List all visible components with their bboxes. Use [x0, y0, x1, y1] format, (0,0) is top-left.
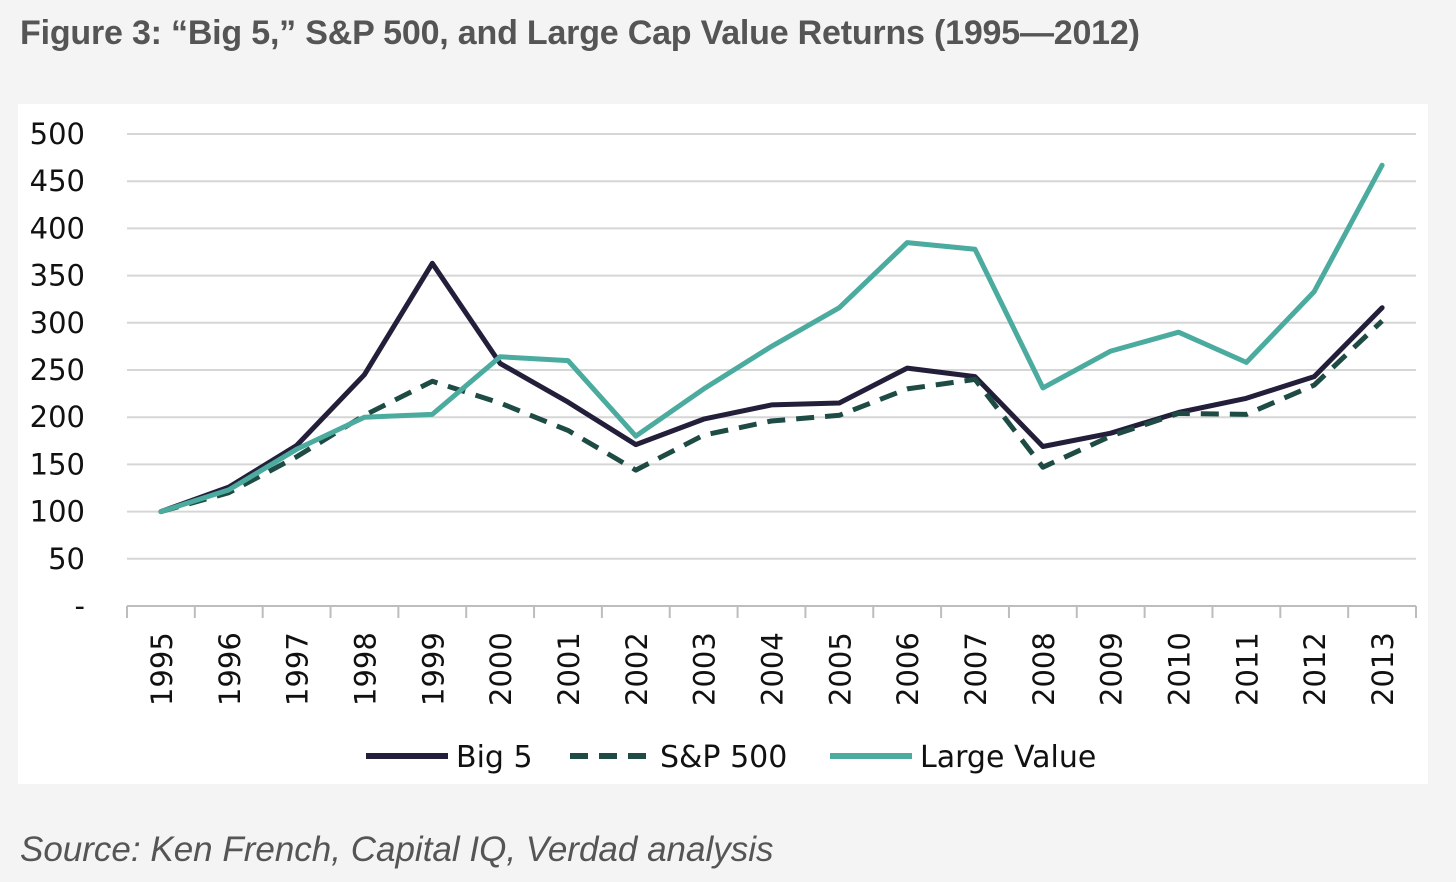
x-tick-label-2009: 2009	[1095, 632, 1129, 706]
y-tick-label-0: -	[75, 589, 85, 623]
x-tick-label-2013: 2013	[1366, 632, 1400, 706]
y-tick-label-50: 50	[48, 542, 85, 576]
x-tick-label-1998: 1998	[348, 632, 382, 706]
x-tick-label-2007: 2007	[959, 632, 993, 706]
x-tick-label-2000: 2000	[484, 632, 518, 706]
y-tick-label-200: 200	[30, 400, 85, 434]
legend: Big 5 S&P 500 Large Value	[366, 740, 1096, 775]
chart-panel: -50 100 150 200 250 300 350 400 450 500 1995 1996 1…	[18, 104, 1428, 784]
y-tick-label-400: 400	[30, 211, 85, 245]
x-tick-label-2008: 2008	[1027, 632, 1061, 706]
series-lines	[158, 162, 1385, 515]
y-axis: - 50 100 150 200 250 300 350 400 450 500	[30, 117, 85, 623]
legend-label-s-p-500: S&P 500	[660, 740, 787, 775]
y-tick-label-450: 450	[30, 164, 85, 198]
x-tick-label-2004: 2004	[756, 632, 790, 706]
series-line-large-value	[158, 162, 1385, 515]
y-tick-label-250: 250	[30, 353, 85, 387]
x-tick-label-2002: 2002	[620, 632, 654, 706]
y-tick-label-500: 500	[30, 117, 85, 151]
x-tick-label-1996: 1996	[213, 632, 247, 706]
x-tick-label-2003: 2003	[688, 632, 722, 706]
x-tick-label-2010: 2010	[1163, 632, 1197, 706]
legend-label-big-5: Big 5	[456, 740, 533, 775]
x-tick-label-2001: 2001	[552, 632, 586, 706]
y-tick-label-150: 150	[30, 447, 85, 481]
figure-title: Figure 3: “Big 5,” S&P 500, and Large Ca…	[20, 14, 1140, 52]
x-tick-label-1997: 1997	[281, 632, 315, 706]
y-tick-label-100: 100	[30, 495, 85, 529]
figure-source: Source: Ken French, Capital IQ, Verdad a…	[20, 830, 774, 869]
legend-label-large-value: Large Value	[920, 740, 1096, 775]
x-tick-label-2005: 2005	[823, 632, 857, 706]
y-tick-label-350: 350	[30, 259, 85, 293]
x-tick-label-1999: 1999	[416, 632, 450, 706]
x-tick-label-2006: 2006	[891, 632, 925, 706]
x-axis: 1995 1996 1997 1998 1999 2000 2001 2002 2003 2004…	[126, 605, 1417, 706]
series-line-big-5	[158, 260, 1385, 515]
gridlines	[127, 133, 1416, 560]
x-tick-label-2011: 2011	[1230, 632, 1264, 706]
x-tick-label-2012: 2012	[1298, 632, 1332, 706]
y-tick-label-300: 300	[30, 306, 85, 340]
x-tick-label-1995: 1995	[145, 632, 179, 706]
series-line-s-p-500	[160, 319, 1384, 515]
